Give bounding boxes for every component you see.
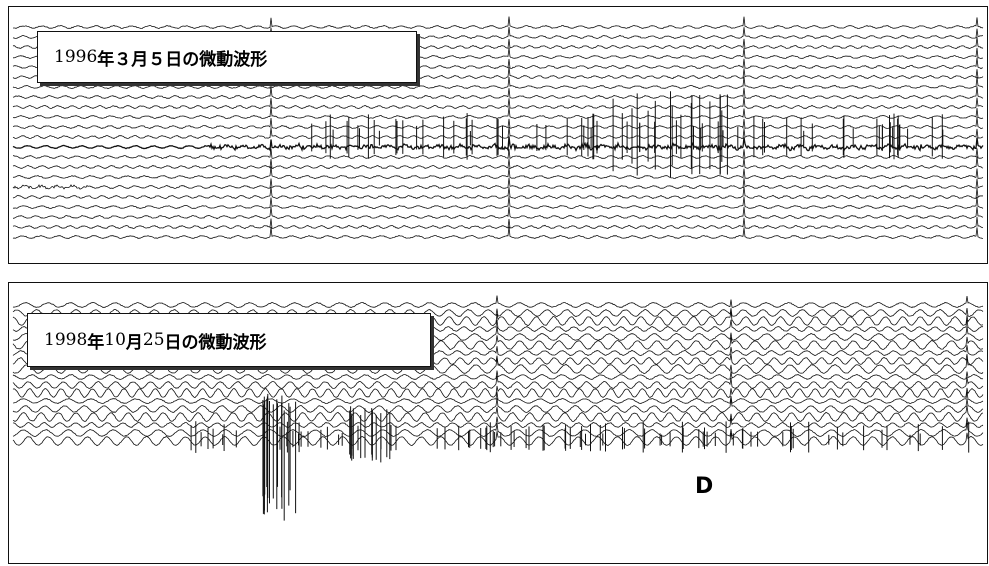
trace-line (12, 375, 984, 390)
trace-line (13, 148, 984, 160)
trace-line (12, 416, 984, 429)
title-year: 1996 (54, 47, 98, 67)
panel-title-1996: 1996 年３月５日の微動波形 (37, 31, 417, 83)
title-month-unit: 月 (125, 332, 143, 353)
trace-line (12, 385, 984, 399)
trace-line (13, 16, 984, 30)
trace-line (12, 405, 984, 423)
trace-line (12, 216, 984, 230)
title-day-text: 日の微動波形 (164, 332, 267, 353)
trace-line (12, 206, 984, 220)
title-date-text: 年３月５日の微動波形 (97, 49, 268, 70)
waveform-panel-1996: 1996 年３月５日の微動波形 (8, 6, 988, 264)
trace-line (12, 308, 984, 318)
trace-line (12, 106, 984, 120)
trace-line (12, 156, 984, 170)
trace-line (12, 97, 984, 110)
trace-line (12, 398, 984, 414)
trace-line (12, 431, 984, 447)
waveform-panel-1998: 1998 年 10 月 25 日の微動波形 (8, 282, 988, 564)
title-day: 25 (142, 330, 165, 350)
trace-line (12, 226, 984, 240)
title-month: 10 (104, 330, 126, 350)
trace-line (12, 166, 984, 180)
trace-line (12, 358, 984, 375)
trace-line (12, 391, 984, 405)
trace-line (12, 370, 984, 380)
title-year-unit: 年 (87, 332, 105, 353)
seismogram-1998 (12, 295, 984, 521)
trace-line (12, 422, 984, 438)
trace-line (12, 76, 984, 90)
trace-line (12, 86, 984, 100)
trace-line (12, 186, 984, 200)
trace-line (12, 196, 984, 210)
trace-line (12, 177, 984, 190)
trace-line (12, 295, 984, 309)
title-year: 1998 (44, 330, 88, 350)
marker-label: D (695, 474, 714, 499)
panel-title-1998: 1998 年 10 月 25 日の微動波形 (27, 313, 431, 367)
